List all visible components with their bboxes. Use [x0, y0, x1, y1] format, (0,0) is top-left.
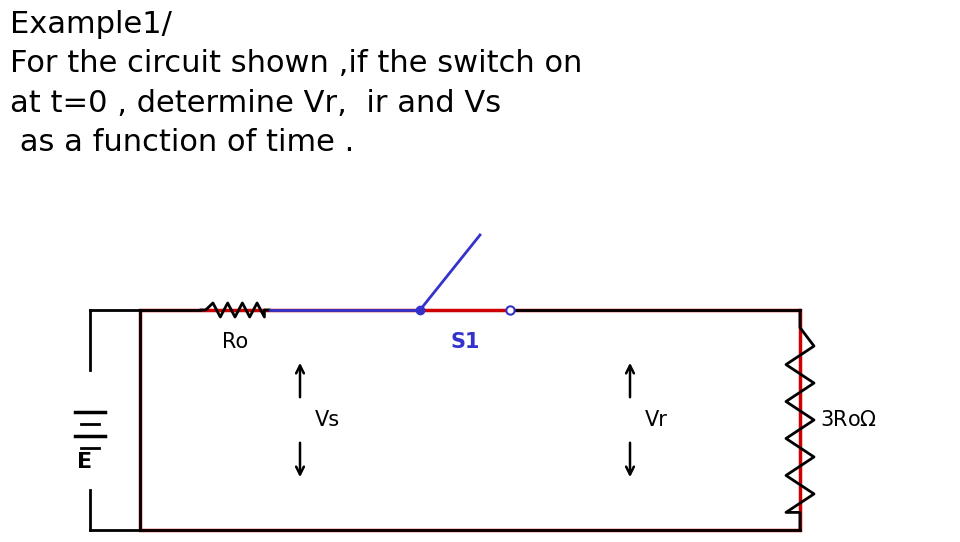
Text: E: E [78, 452, 92, 472]
Text: Vs: Vs [315, 410, 340, 430]
Text: 3Ro$\Omega$: 3Ro$\Omega$ [820, 410, 876, 430]
Text: Example1/
For the circuit shown ,if the switch on
at t=0 , determine Vr,  ir and: Example1/ For the circuit shown ,if the … [10, 10, 583, 157]
Text: Vr: Vr [645, 410, 668, 430]
Text: Ro: Ro [222, 332, 248, 352]
Bar [140, 310, 800, 530]
Text: S1: S1 [450, 332, 480, 352]
